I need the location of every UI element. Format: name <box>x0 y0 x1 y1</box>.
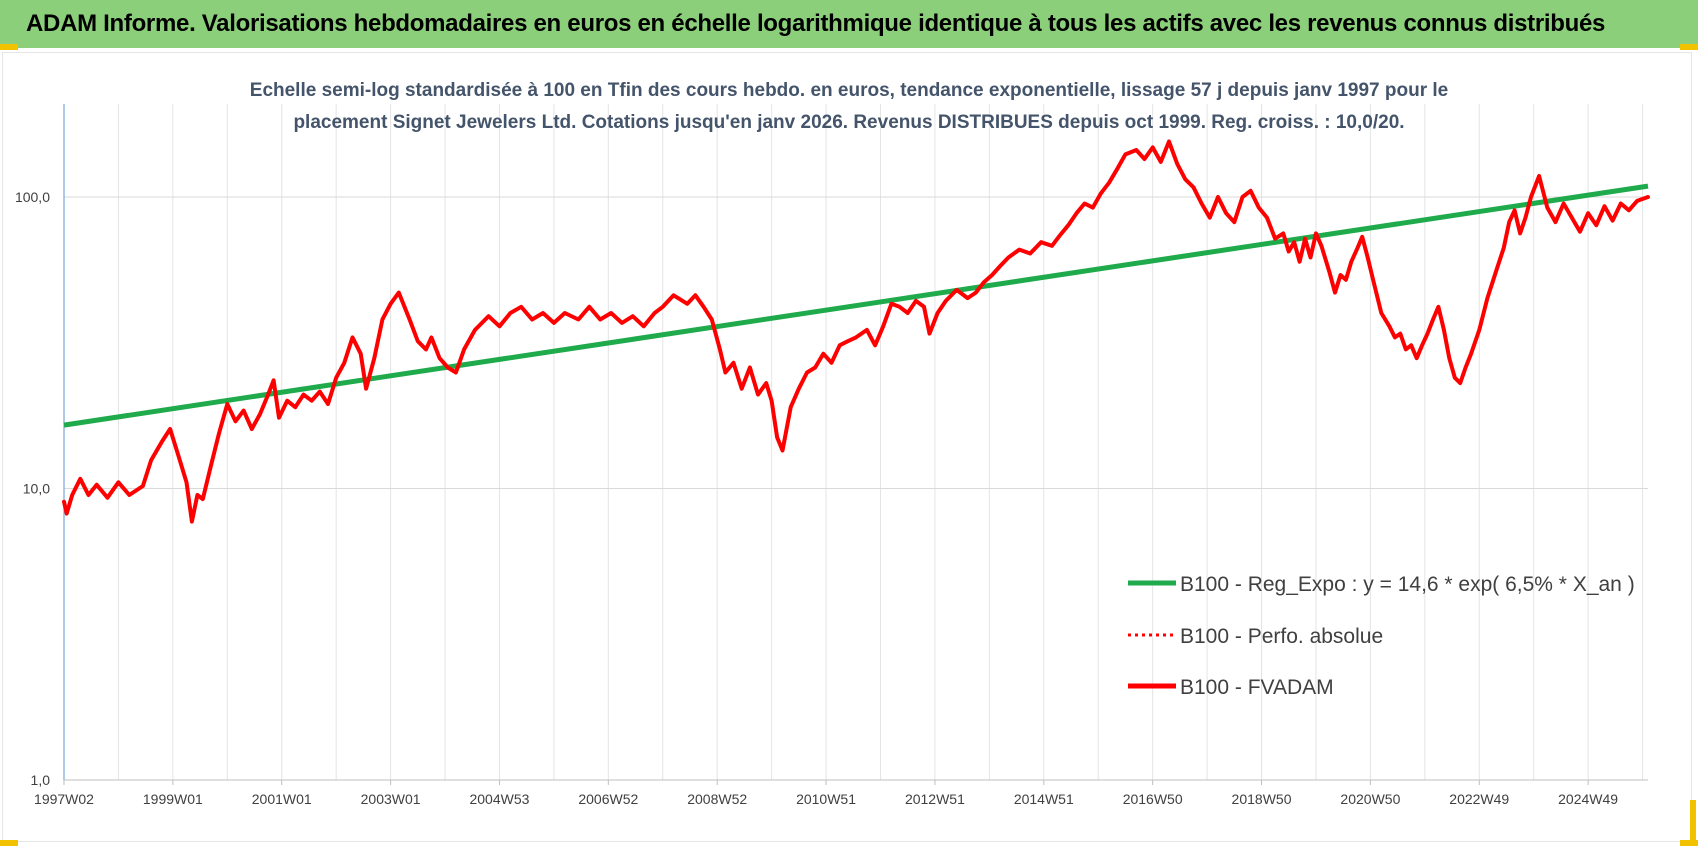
x-tick-label: 2006W52 <box>578 791 638 807</box>
series-line-reg-expo <box>63 183 1649 428</box>
x-tick-label: 2003W01 <box>361 791 421 807</box>
frame-corner-bottom-right-v <box>1690 800 1696 846</box>
legend-label-fvadam: B100 - FVADAM <box>1180 676 1334 699</box>
series-line-fvadam <box>62 139 1650 524</box>
chart-title-line-1: Echelle semi-log standardisée à 100 en T… <box>250 80 1448 101</box>
x-tick-label: 2012W51 <box>905 791 965 807</box>
x-tick-labels: 1997W02 1999W01 2001W01 2003W01 2004W53 2006W… <box>34 780 1618 807</box>
y-tick-labels: 1,0 10,0 100,0 <box>15 189 50 788</box>
x-tick-label: 2010W51 <box>796 791 856 807</box>
y-tick-label: 100,0 <box>15 189 50 205</box>
y-tick-label: 1,0 <box>31 772 51 788</box>
frame-corner-bottom-right-h <box>1680 840 1698 846</box>
x-tick-label: 2014W51 <box>1014 791 1074 807</box>
report-banner: ADAM Informe. Valorisations hebdomadaire… <box>0 0 1698 48</box>
x-tick-label: 1997W02 <box>34 791 94 807</box>
chart-title-line-2: placement Signet Jewelers Ltd. Cotations… <box>293 112 1404 133</box>
x-tick-label: 1999W01 <box>143 791 203 807</box>
y-tick-label: 10,0 <box>23 481 50 497</box>
x-tick-label: 2020W50 <box>1340 791 1400 807</box>
report-title: ADAM Informe. Valorisations hebdomadaire… <box>26 10 1606 37</box>
x-tick-label: 2022W49 <box>1449 791 1509 807</box>
frame-corner-bottom-left <box>0 840 18 846</box>
legend-label-perfo-absolue: B100 - Perfo. absolue <box>1180 625 1383 648</box>
legend-label-reg-expo: B100 - Reg_Expo : y = 14,6 * exp( 6,5% *… <box>1180 573 1635 596</box>
vertical-grid <box>117 104 1644 780</box>
frame-corner-top-left <box>0 44 18 50</box>
x-tick-label: 2024W49 <box>1558 791 1618 807</box>
x-tick-label: 2001W01 <box>252 791 312 807</box>
legend: B100 - Reg_Expo : y = 14,6 * exp( 6,5% *… <box>1128 573 1635 699</box>
frame-corner-top-right <box>1680 44 1698 50</box>
horizontal-grid <box>64 196 1648 781</box>
chart-frame <box>2 52 1692 842</box>
x-tick-label: 2018W50 <box>1232 791 1292 807</box>
x-tick-label: 2008W52 <box>687 791 747 807</box>
x-tick-label: 2016W50 <box>1123 791 1183 807</box>
x-tick-label: 2004W53 <box>469 791 529 807</box>
